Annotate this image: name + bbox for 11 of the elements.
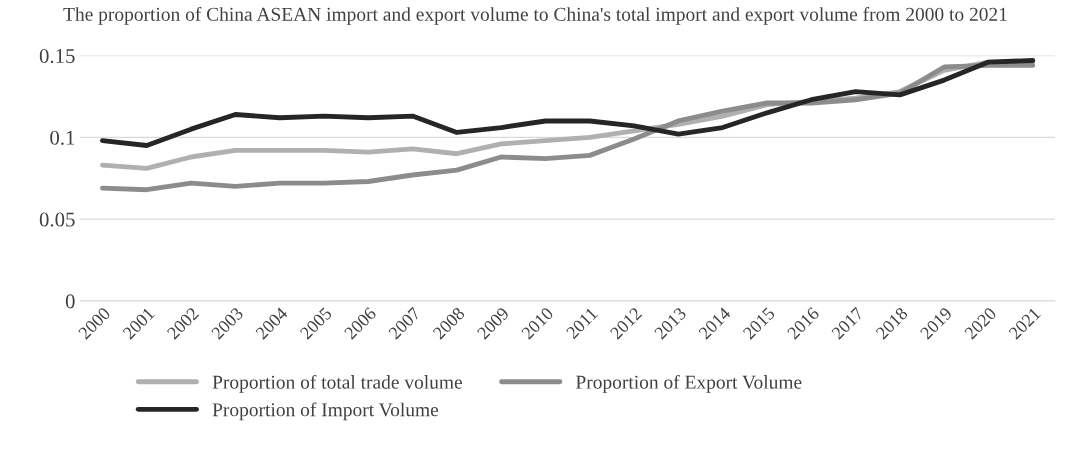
- legend-label: Proportion of total trade volume: [212, 374, 462, 393]
- y-tick-label: 0.05: [39, 212, 75, 227]
- line-series: [100, 62, 1036, 193]
- legend-label: Proportion of Import Volume: [212, 402, 439, 421]
- line-series: [100, 58, 1036, 148]
- x-tick-label: 2011: [565, 306, 598, 340]
- legend-label: Proportion of Export Volume: [576, 374, 802, 393]
- chart-title: The proportion of China ASEAN import and export volume to China's total import and export volume from 2000 to 2021: [63, 6, 1007, 25]
- y-tick-label: 0: [65, 294, 75, 309]
- y-tick-label: 0.1: [50, 130, 75, 145]
- y-tick-label: 0.15: [39, 48, 75, 64]
